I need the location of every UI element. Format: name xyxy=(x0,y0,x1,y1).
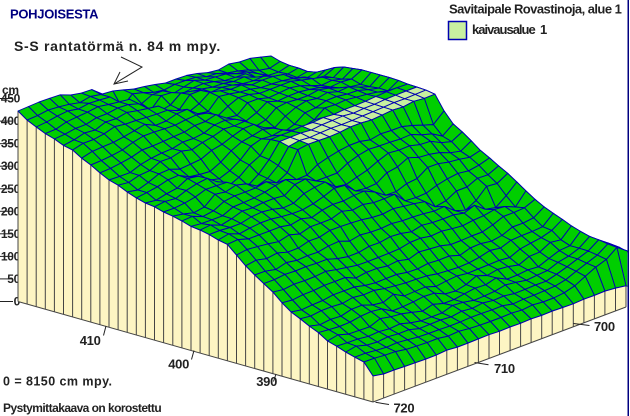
svg-text:720: 720 xyxy=(394,401,415,416)
svg-text:S-S rantatörmä n. 84 m mpy.: S-S rantatörmä n. 84 m mpy. xyxy=(14,38,221,54)
svg-text:150: 150 xyxy=(1,227,21,241)
svg-text:kaivausalue 1: kaivausalue 1 xyxy=(472,22,547,37)
svg-text:400: 400 xyxy=(168,357,189,372)
svg-text:300: 300 xyxy=(1,159,21,173)
svg-text:710: 710 xyxy=(494,361,515,376)
svg-text:450: 450 xyxy=(1,92,21,106)
svg-text:0: 0 xyxy=(14,295,21,309)
svg-text:400: 400 xyxy=(1,114,21,128)
svg-text:Savitaipale Rovastinoja, alue: Savitaipale Rovastinoja, alue 1 xyxy=(449,2,622,17)
svg-text:390: 390 xyxy=(256,374,277,389)
svg-text:700: 700 xyxy=(594,319,615,334)
svg-text:Pystymittakaava on korostettu: Pystymittakaava on korostettu xyxy=(3,401,161,415)
svg-text:100: 100 xyxy=(1,249,21,263)
svg-text:0 = 8150 cm mpy.: 0 = 8150 cm mpy. xyxy=(3,375,112,389)
svg-text:250: 250 xyxy=(1,182,21,196)
svg-text:350: 350 xyxy=(1,137,21,151)
svg-text:POHJOISESTA: POHJOISESTA xyxy=(10,7,99,22)
svg-text:cm: cm xyxy=(2,83,19,97)
svg-text:410: 410 xyxy=(80,333,101,348)
svg-text:200: 200 xyxy=(1,204,21,218)
